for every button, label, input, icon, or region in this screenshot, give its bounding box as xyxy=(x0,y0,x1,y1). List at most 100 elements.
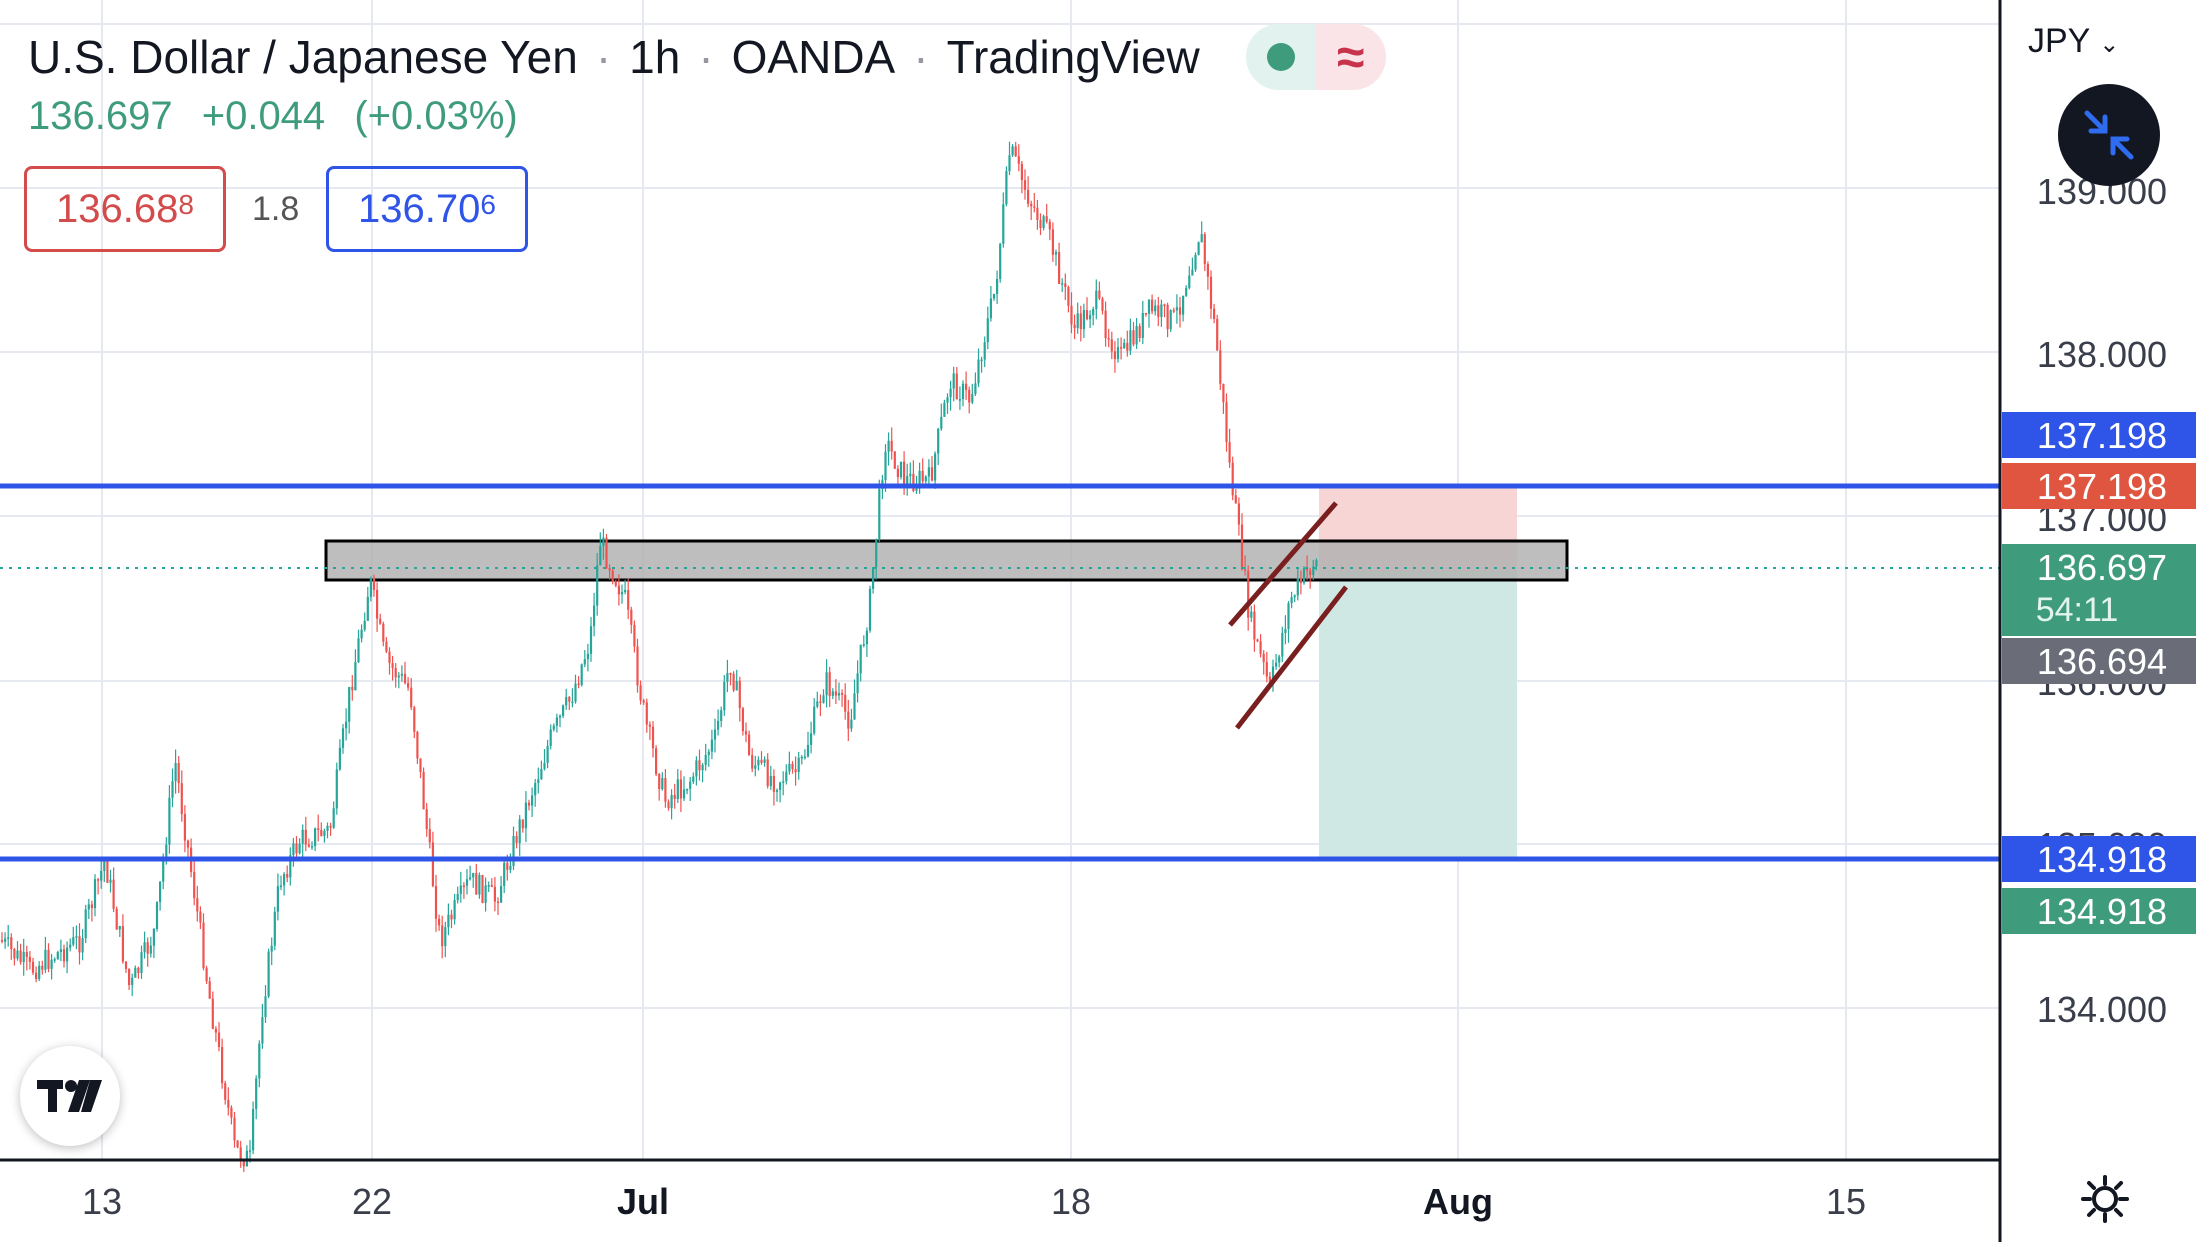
candle-body xyxy=(152,928,155,946)
candle-body xyxy=(1008,155,1011,172)
candle-body xyxy=(704,755,707,765)
candle-body xyxy=(651,726,655,749)
candle-body xyxy=(233,1117,236,1141)
candle-body xyxy=(118,926,121,930)
candlestick-series[interactable] xyxy=(0,141,1318,1172)
candle-body xyxy=(1231,462,1234,496)
candle-body xyxy=(775,790,779,792)
resistance-zone-rectangle[interactable] xyxy=(324,539,1569,582)
candle-body xyxy=(918,470,921,487)
separator: · xyxy=(698,31,714,83)
candle-body xyxy=(1163,304,1166,306)
candle-body xyxy=(478,874,481,895)
candle-body xyxy=(59,949,62,953)
candle-body xyxy=(1014,146,1017,157)
candle-body xyxy=(1098,290,1101,299)
candle-body xyxy=(1293,595,1296,598)
candle-body xyxy=(549,729,552,746)
candle-body xyxy=(1244,569,1247,571)
candle-body xyxy=(593,605,596,627)
candle-body xyxy=(983,342,986,360)
candle-body xyxy=(955,373,958,400)
candle-body xyxy=(357,638,360,663)
time-axis[interactable]: 13 22 Jul 18 Aug 15 xyxy=(82,1181,1866,1222)
candle-body xyxy=(766,759,769,787)
candle-body xyxy=(121,926,124,962)
candle-body xyxy=(893,451,896,469)
take-profit-price-text: 134.918 xyxy=(2037,891,2167,932)
candle-body xyxy=(1256,639,1259,642)
candle-body xyxy=(837,693,841,696)
candle-body xyxy=(484,885,487,903)
interval: 1h xyxy=(629,31,681,83)
take-profit-zone[interactable] xyxy=(1319,571,1517,858)
sell-button[interactable]: 136.68 8 xyxy=(24,166,226,252)
candle-body xyxy=(627,590,630,610)
candle-body xyxy=(304,829,307,845)
candle-body xyxy=(831,691,834,696)
chevron-down-icon: ⌄ xyxy=(2099,31,2120,58)
candle-body xyxy=(682,789,686,799)
candle-body xyxy=(165,844,168,859)
candle-body xyxy=(416,731,419,759)
candle-body xyxy=(351,686,354,691)
candle-body xyxy=(1045,216,1048,222)
candle-body xyxy=(934,453,937,481)
candle-body xyxy=(1259,641,1262,654)
candle-body xyxy=(264,996,267,1018)
channel-upper-line[interactable] xyxy=(1228,501,1338,627)
candle-body xyxy=(924,476,927,482)
buy-price-pip: 6 xyxy=(480,189,496,220)
candle-body xyxy=(890,440,893,452)
channel-lower-line[interactable] xyxy=(1235,585,1348,730)
candle-body xyxy=(493,886,496,902)
candle-body xyxy=(137,967,140,974)
candle-body xyxy=(162,858,165,882)
candle-body xyxy=(679,779,682,799)
candle-body xyxy=(1033,206,1036,208)
candle-body xyxy=(723,681,726,711)
price-axis[interactable]: 139.000 138.000 137.000 136.000 135.000 … xyxy=(2002,171,2196,1030)
candle-body xyxy=(44,949,47,970)
candle-body xyxy=(397,675,400,678)
candle-body xyxy=(1144,312,1147,315)
candle-body xyxy=(1104,310,1107,339)
last-price-text: 136.697 xyxy=(2037,547,2167,588)
candle-body xyxy=(224,1083,227,1100)
candle-body xyxy=(1219,350,1222,384)
candle-body xyxy=(31,961,35,973)
collapse-arrows-icon[interactable] xyxy=(2058,84,2160,186)
candle-body xyxy=(952,373,955,389)
candle-body xyxy=(909,473,912,477)
candle-body xyxy=(676,779,679,800)
candle-body xyxy=(239,1147,242,1161)
candle-body xyxy=(707,751,710,756)
candle-body xyxy=(1054,252,1058,255)
candle-body xyxy=(937,428,940,454)
currency-selector[interactable]: JPY ⌄ xyxy=(2028,22,2119,61)
candle-body xyxy=(751,755,754,769)
candle-body xyxy=(252,1109,255,1151)
buy-button[interactable]: 136.70 6 xyxy=(326,166,528,252)
symbol-header[interactable]: U.S. Dollar / Japanese Yen · 1h · OANDA … xyxy=(28,24,1386,90)
candle-body xyxy=(896,468,899,478)
candle-body xyxy=(199,911,202,923)
candle-body xyxy=(605,537,608,569)
candle-body xyxy=(47,949,50,969)
candle-body xyxy=(940,416,943,429)
candle-body xyxy=(214,1028,217,1033)
candle-body xyxy=(75,936,78,938)
candle-body xyxy=(943,402,946,417)
candle-body xyxy=(292,843,295,856)
tradingview-logo-icon[interactable] xyxy=(20,1046,120,1146)
broker: OANDA xyxy=(731,31,896,83)
market-status-badge[interactable]: ≈ xyxy=(1245,24,1386,90)
candle-body xyxy=(1154,305,1157,312)
buy-price: 136.70 xyxy=(358,186,481,231)
candle-body xyxy=(1116,347,1120,360)
candle-body xyxy=(1247,570,1250,618)
gear-icon[interactable] xyxy=(2080,1174,2130,1224)
candle-body xyxy=(1120,347,1123,349)
candle-body xyxy=(1020,163,1023,181)
